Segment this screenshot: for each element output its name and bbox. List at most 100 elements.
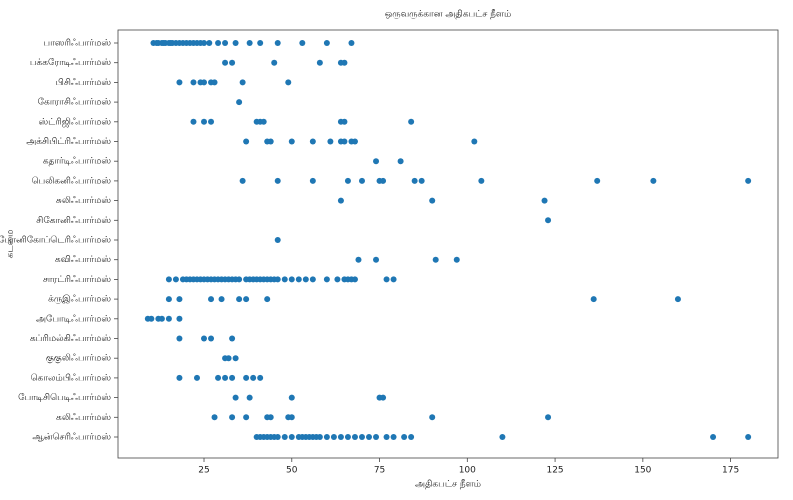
point — [429, 197, 436, 204]
y-tick-label: பாஸரிஃபார்மஸ் — [43, 39, 111, 49]
point — [246, 394, 253, 401]
y-tick-label: கொலம்பிஃபார்மஸ் — [31, 373, 112, 383]
point — [478, 177, 485, 184]
point — [243, 414, 250, 421]
point — [239, 177, 246, 184]
point — [390, 276, 397, 283]
point — [316, 434, 323, 440]
x-tick-label: 100 — [459, 466, 476, 476]
point — [471, 138, 478, 145]
point — [674, 296, 681, 303]
point — [373, 256, 380, 263]
point — [243, 138, 250, 145]
point — [545, 217, 552, 224]
point — [281, 434, 288, 440]
point — [302, 276, 309, 283]
point — [201, 335, 208, 342]
point — [341, 138, 348, 145]
point — [334, 276, 341, 283]
y-tick-label: கதார்டிஃபார்மஸ் — [43, 157, 112, 167]
point — [380, 177, 387, 184]
y-tick-label: பெலிகனிஃபார்மஸ் — [32, 176, 112, 186]
point — [390, 434, 397, 440]
point — [211, 79, 218, 86]
point — [222, 59, 229, 66]
point — [274, 40, 281, 46]
point — [176, 296, 183, 303]
point — [344, 434, 351, 440]
point — [383, 434, 390, 440]
point — [274, 237, 281, 243]
point — [271, 59, 278, 66]
x-tick-label: 150 — [634, 466, 651, 476]
point — [323, 276, 330, 283]
point — [229, 374, 236, 381]
y-axis-label: கடமை — [6, 230, 16, 259]
x-tick-label: 125 — [546, 466, 563, 476]
point — [323, 40, 330, 46]
point — [710, 434, 717, 440]
x-tick-label: 25 — [198, 466, 209, 476]
point — [288, 394, 295, 401]
point — [222, 374, 229, 381]
point — [408, 434, 415, 440]
point — [225, 355, 232, 362]
point — [229, 59, 236, 66]
point — [358, 177, 365, 184]
point — [274, 434, 281, 440]
point — [222, 40, 229, 46]
point — [176, 335, 183, 342]
point — [215, 40, 222, 46]
y-tick-label: ஸ்ட்ரிஜிஃபார்மஸ் — [38, 117, 111, 127]
point — [397, 158, 404, 165]
point — [232, 40, 239, 46]
point — [373, 158, 380, 165]
point — [243, 296, 250, 303]
point — [337, 197, 344, 204]
point — [285, 79, 292, 86]
point — [348, 40, 355, 46]
point — [453, 256, 460, 263]
point — [236, 99, 243, 106]
point — [190, 79, 197, 86]
y-tick-label: சாரட்ரிஃபார்மஸ் — [43, 275, 111, 285]
point — [355, 256, 362, 263]
point — [176, 79, 183, 86]
point — [344, 177, 351, 184]
point — [401, 434, 408, 440]
y-tick-label: சுலிஃபார்மஸ் — [56, 196, 111, 206]
point — [418, 177, 425, 184]
point — [208, 335, 215, 342]
point — [260, 118, 267, 125]
point — [250, 374, 257, 381]
point — [323, 434, 330, 440]
point — [541, 197, 548, 204]
point — [165, 315, 172, 322]
x-tick-label: 50 — [286, 466, 298, 476]
point — [201, 40, 208, 46]
point — [201, 79, 208, 86]
chart-title: ஒருவருக்கான அதிகபட்ச நீளம் — [385, 10, 512, 20]
point — [201, 118, 208, 125]
y-tick-label: கப்ரிமல்கிஃபார்மஸ் — [30, 334, 111, 344]
point — [351, 434, 358, 440]
point — [239, 79, 246, 86]
point — [745, 177, 752, 184]
x-tick-label: 75 — [374, 466, 385, 476]
point — [215, 374, 222, 381]
point — [206, 40, 213, 46]
point — [295, 276, 302, 283]
point — [274, 276, 281, 283]
point — [383, 276, 390, 283]
point — [232, 394, 239, 401]
point — [594, 177, 601, 184]
y-tick-label: கலிஃபார்மஸ் — [56, 413, 111, 423]
point — [429, 414, 436, 421]
point — [411, 177, 418, 184]
point — [341, 59, 348, 66]
point — [373, 434, 380, 440]
point — [165, 296, 172, 303]
y-tick-label: குகுலிஃபார்மஸ் — [46, 354, 111, 365]
y-tick-label: பிசிஃபார்மஸ் — [56, 78, 112, 88]
